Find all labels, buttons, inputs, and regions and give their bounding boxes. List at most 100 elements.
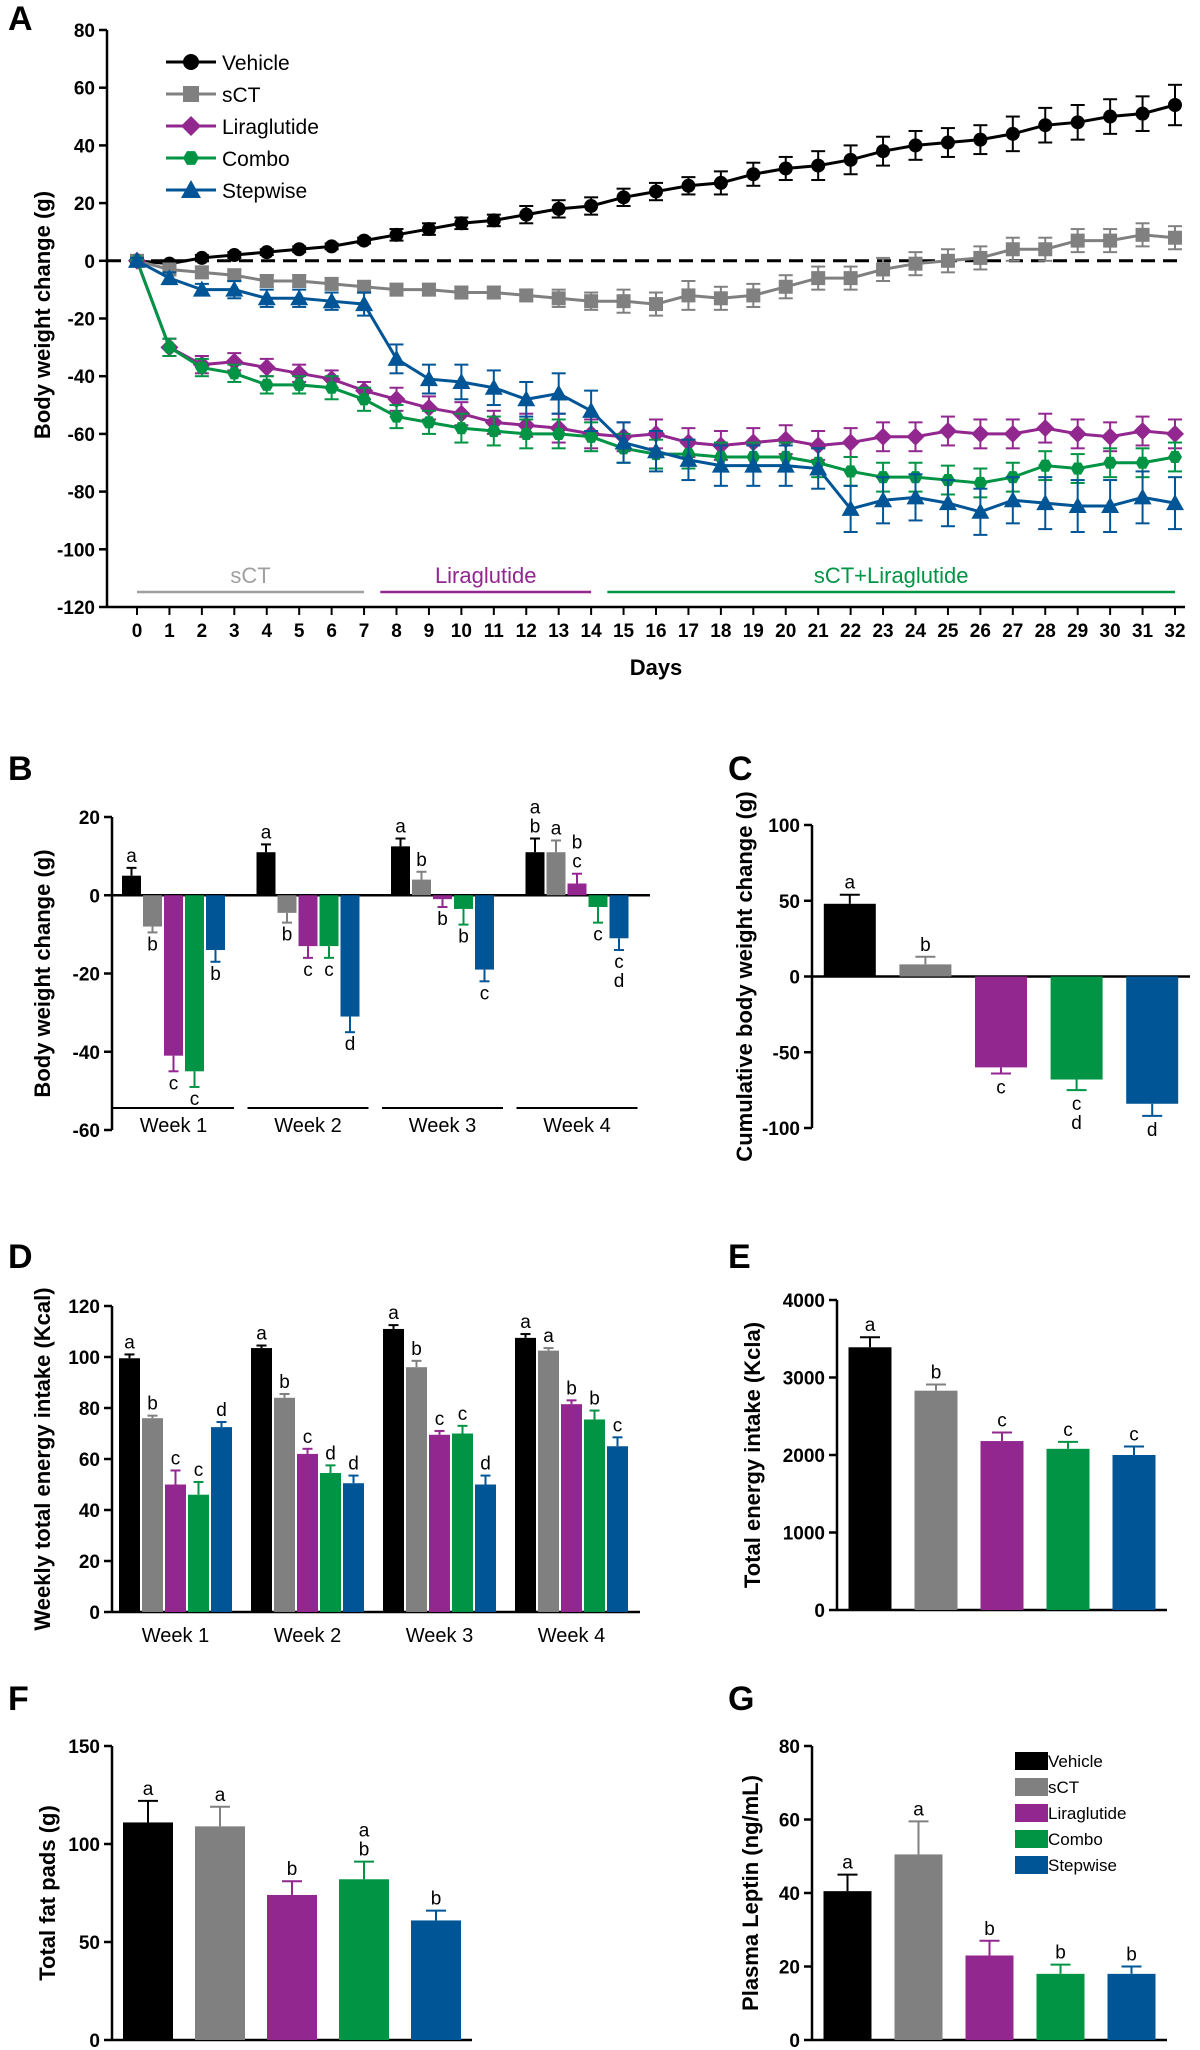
y-tick-label: 20	[779, 1958, 800, 1979]
y-tick-label: -40	[68, 367, 95, 388]
x-category-label: Week 2	[274, 1625, 341, 1647]
data-point-marker	[387, 390, 406, 409]
significance-letter: c	[572, 852, 582, 873]
data-point-marker	[1168, 98, 1182, 113]
data-point-marker	[227, 248, 242, 263]
bar-week-4-stepwise	[607, 1446, 628, 1612]
bar-week-2-liraglutide	[298, 895, 318, 947]
data-point-marker	[649, 297, 663, 312]
significance-letter: b	[931, 1362, 942, 1383]
x-tick-label: 8	[391, 621, 402, 642]
bar-week-2-sct	[274, 1397, 295, 1612]
y-axis-title: Cumulative body weight change (g)	[732, 791, 757, 1161]
significance-letter: b	[1055, 1943, 1066, 1964]
data-point-marker	[1068, 497, 1087, 514]
y-tick-label: 0	[789, 2031, 800, 2050]
data-point-marker	[162, 341, 177, 354]
data-point-marker	[1103, 109, 1118, 124]
significance-letter: d	[216, 1400, 227, 1421]
data-point-marker	[257, 289, 276, 306]
x-tick-label: 11	[484, 621, 505, 642]
significance-letter: b	[416, 850, 427, 871]
data-point-marker	[681, 178, 696, 193]
x-tick-label: 28	[1035, 621, 1056, 642]
x-tick-label: 18	[710, 621, 731, 642]
y-tick-label: 40	[74, 136, 95, 157]
y-tick-label: -100	[57, 540, 95, 561]
y-tick-label: 0	[89, 886, 100, 907]
x-category-label: Week 1	[142, 1625, 209, 1647]
legend-label-stepwise: Stepwise	[1048, 1856, 1117, 1875]
significance-letter: a	[842, 1853, 853, 1874]
data-point-marker	[908, 256, 923, 271]
data-point-marker	[387, 349, 406, 366]
y-tick-label: 60	[779, 1811, 800, 1832]
legend-swatch-sct	[1015, 1778, 1048, 1796]
data-point-marker	[1135, 106, 1150, 121]
significance-letter: c	[194, 1460, 204, 1481]
data-point-marker	[874, 427, 893, 446]
data-point-marker	[1135, 456, 1150, 469]
legend-label-vehicle: Vehicle	[1048, 1752, 1103, 1771]
data-point-marker	[940, 253, 955, 268]
bar-week-3-vehicle	[391, 846, 410, 896]
y-tick-label: 50	[79, 1933, 100, 1954]
data-point-marker	[292, 273, 307, 288]
y-tick-label: 60	[74, 79, 95, 100]
x-tick-label: 15	[613, 621, 635, 642]
data-point-marker	[906, 427, 925, 446]
data-point-marker	[1003, 491, 1022, 508]
data-point-marker	[227, 367, 242, 380]
y-tick-label: 20	[79, 1552, 100, 1573]
significance-letter: b	[984, 1919, 995, 1940]
bar-week-4-liraglutide	[567, 883, 587, 896]
y-tick-label: -100	[762, 1119, 800, 1140]
data-point-marker	[324, 381, 339, 394]
x-tick-label: 2	[197, 621, 208, 642]
significance-letter: a	[143, 1779, 154, 1800]
data-point-marker	[225, 352, 244, 371]
data-point-marker	[971, 502, 990, 519]
x-tick-label: 24	[905, 621, 927, 642]
significance-letter: c	[1063, 1420, 1073, 1441]
x-tick-label: 26	[970, 621, 991, 642]
x-category-label: Week 1	[140, 1115, 207, 1137]
data-point-marker	[1166, 494, 1184, 511]
data-point-marker	[419, 398, 438, 417]
x-tick-label: 30	[1100, 621, 1121, 642]
bar-week-4-sct	[538, 1350, 559, 1612]
data-point-marker	[1038, 459, 1053, 472]
bar-week-1-liraglutide	[165, 1484, 186, 1612]
panel-letter-d: D	[8, 1238, 33, 1276]
data-point-marker	[876, 144, 891, 159]
significance-letter: c	[435, 1409, 445, 1430]
y-tick-label: 20	[74, 194, 95, 215]
significance-letter: a	[913, 1799, 924, 1820]
data-point-marker	[259, 245, 274, 260]
data-point-marker	[811, 158, 826, 173]
significance-letter: b	[431, 1889, 442, 1910]
data-point-marker	[389, 282, 404, 297]
data-point-marker	[647, 442, 665, 459]
significance-letter: c	[1072, 1094, 1082, 1115]
bar-week-3-stepwise	[475, 895, 494, 970]
y-tick-label: 100	[68, 1348, 100, 1369]
significance-letter: b	[279, 1372, 290, 1393]
bar-week-3-combo	[454, 895, 473, 909]
y-tick-label: -50	[773, 1043, 800, 1064]
significance-letter: a	[551, 818, 562, 839]
significance-letter: d	[325, 1443, 336, 1464]
significance-letter: a	[395, 817, 406, 838]
x-tick-label: 22	[840, 621, 861, 642]
significance-letter: b	[1126, 1945, 1137, 1966]
significance-letter: a	[865, 1315, 876, 1336]
data-point-marker	[454, 285, 469, 300]
data-point-marker	[938, 494, 957, 511]
data-point-marker	[549, 384, 568, 401]
data-point-marker	[1005, 242, 1020, 257]
data-point-marker	[292, 242, 307, 257]
bar-week-2-stepwise	[340, 895, 360, 1017]
legend-swatch-combo	[1015, 1830, 1048, 1848]
y-tick-label: 100	[68, 1835, 100, 1856]
bar-week-1-sct	[142, 1418, 163, 1612]
